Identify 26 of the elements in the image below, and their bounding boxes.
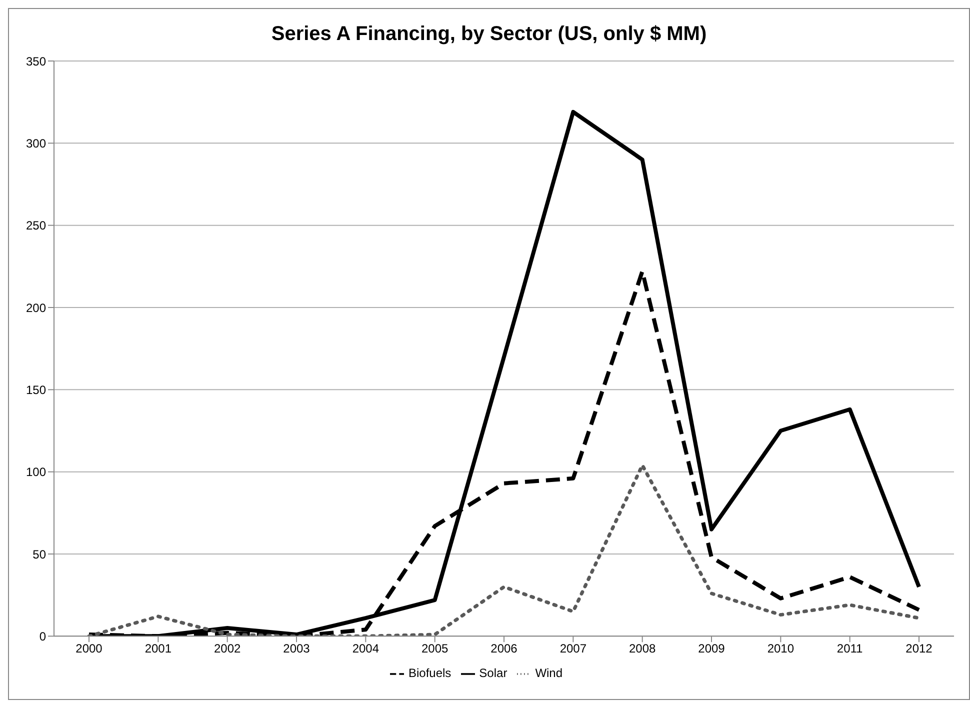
x-tick-label: 2009 bbox=[698, 642, 726, 656]
legend-label: Solar bbox=[479, 666, 508, 680]
x-tick-label: 2010 bbox=[767, 642, 794, 656]
x-tick-label: 2001 bbox=[144, 642, 172, 656]
y-tick-label: 100 bbox=[26, 465, 46, 480]
x-tick-label: 2008 bbox=[628, 642, 656, 656]
y-tick-label: 150 bbox=[26, 382, 46, 397]
legend-label: Biofuels bbox=[408, 666, 452, 680]
y-tick-label: 200 bbox=[26, 300, 46, 315]
chart-title: Series A Financing, by Sector (US, only $ MM) bbox=[270, 22, 708, 47]
x-tick-label: 2005 bbox=[421, 642, 449, 656]
x-tick-label: 2011 bbox=[836, 642, 864, 656]
line-series bbox=[87, 464, 921, 636]
x-tick-label: 2003 bbox=[283, 642, 310, 656]
y-tick-label: 0 bbox=[39, 629, 46, 644]
legend-label: Wind bbox=[535, 666, 563, 680]
x-tick-label: 2002 bbox=[214, 642, 242, 656]
x-tick-label: 2000 bbox=[76, 642, 103, 656]
x-tick-label: 2007 bbox=[560, 642, 587, 656]
y-tick-label: 300 bbox=[26, 136, 46, 150]
y-tick-label: 350 bbox=[26, 54, 46, 68]
y-tick-label: 50 bbox=[32, 547, 46, 562]
y-tick-label: 250 bbox=[26, 218, 46, 233]
x-tick-label: 2004 bbox=[352, 642, 380, 656]
x-tick-label: 2012 bbox=[906, 642, 933, 656]
x-tick-label: 2006 bbox=[490, 642, 518, 656]
